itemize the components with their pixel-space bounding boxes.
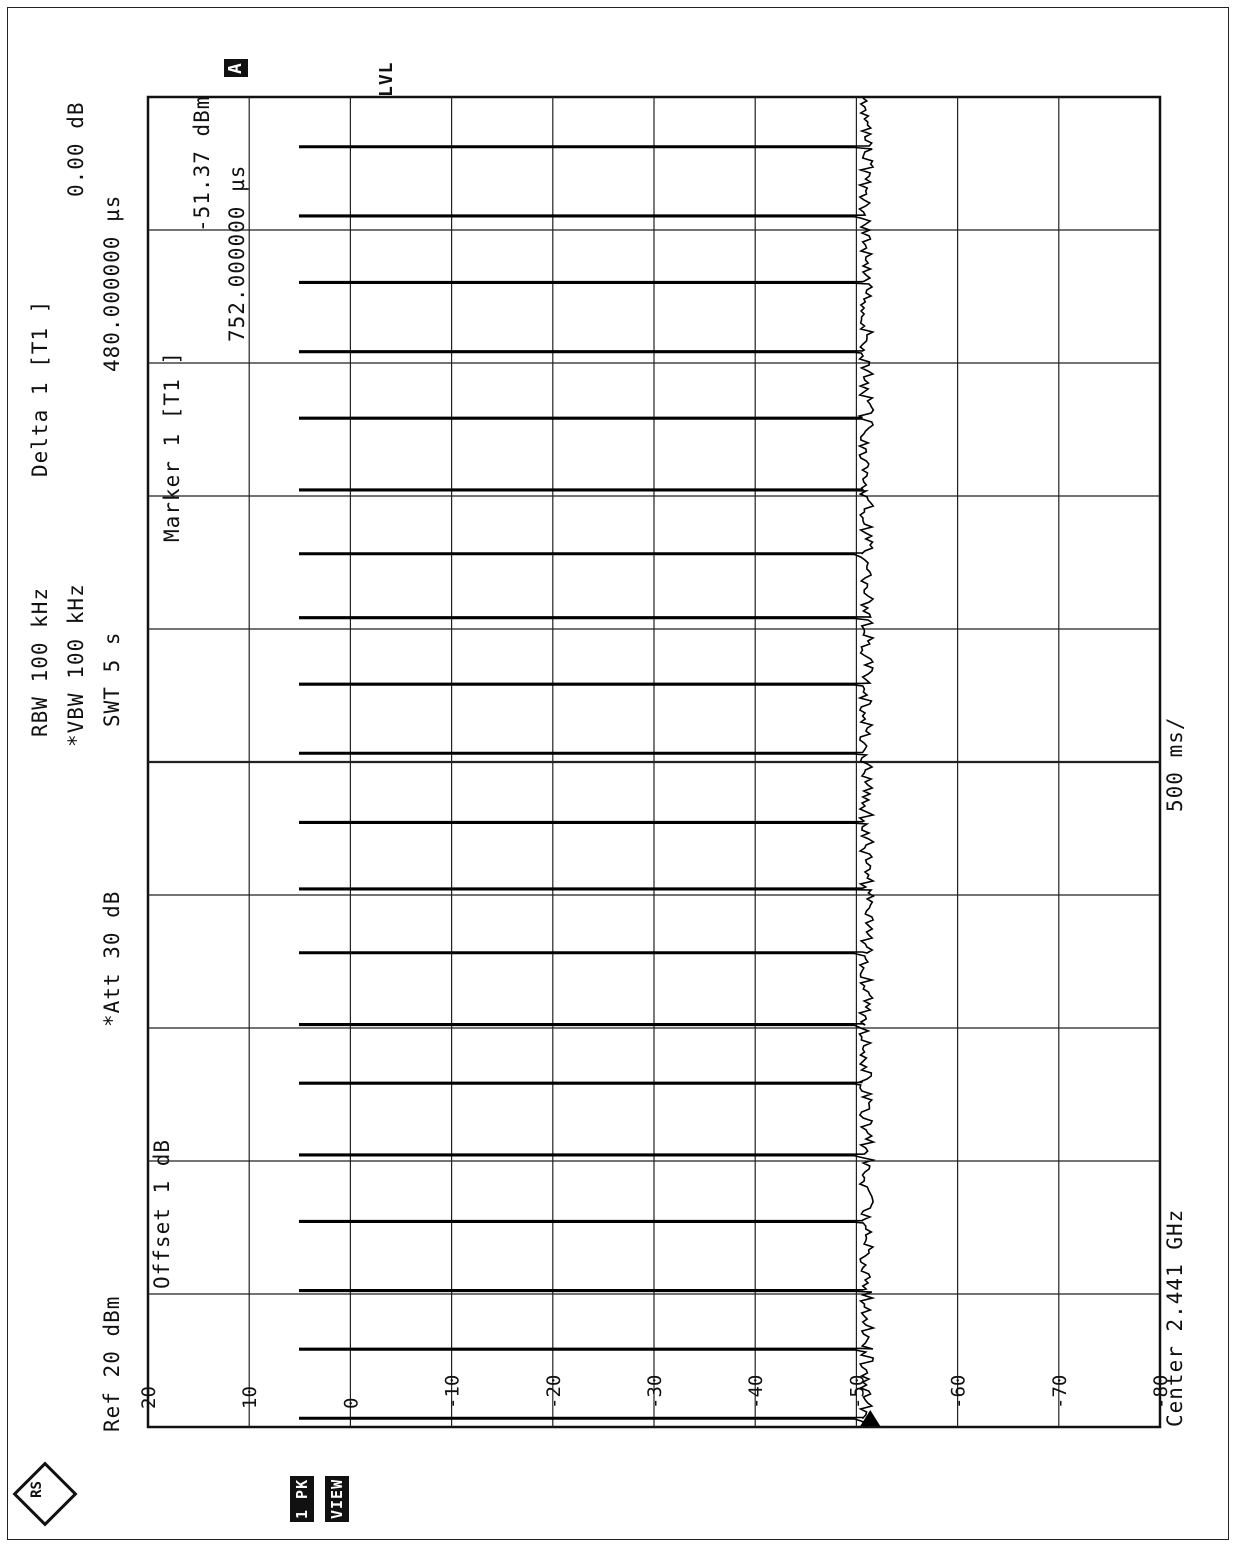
grid [146,95,1162,1429]
outer-frame [7,7,1229,1540]
trace-line [299,97,877,1428]
y-tick-label: -60 [948,1375,970,1409]
y-tick-labels: 20 10 0 -10 -20 -30 -40 -50 -60 -70 -80 [138,1375,1172,1409]
y-tick-label: -80 [1150,1375,1172,1409]
y-tick-label: 0 [340,1398,362,1409]
y-tick-label: 10 [239,1386,261,1409]
y-tick-label: -10 [442,1375,464,1409]
y-tick-label: -20 [543,1375,565,1409]
marker-triangle [860,1410,881,1426]
y-tick-label: 20 [138,1386,160,1409]
y-tick-label: -70 [1049,1375,1071,1409]
y-tick-label: -40 [745,1375,767,1409]
y-tick-label: -30 [644,1375,666,1409]
y-tick-label: -50 [846,1375,868,1409]
